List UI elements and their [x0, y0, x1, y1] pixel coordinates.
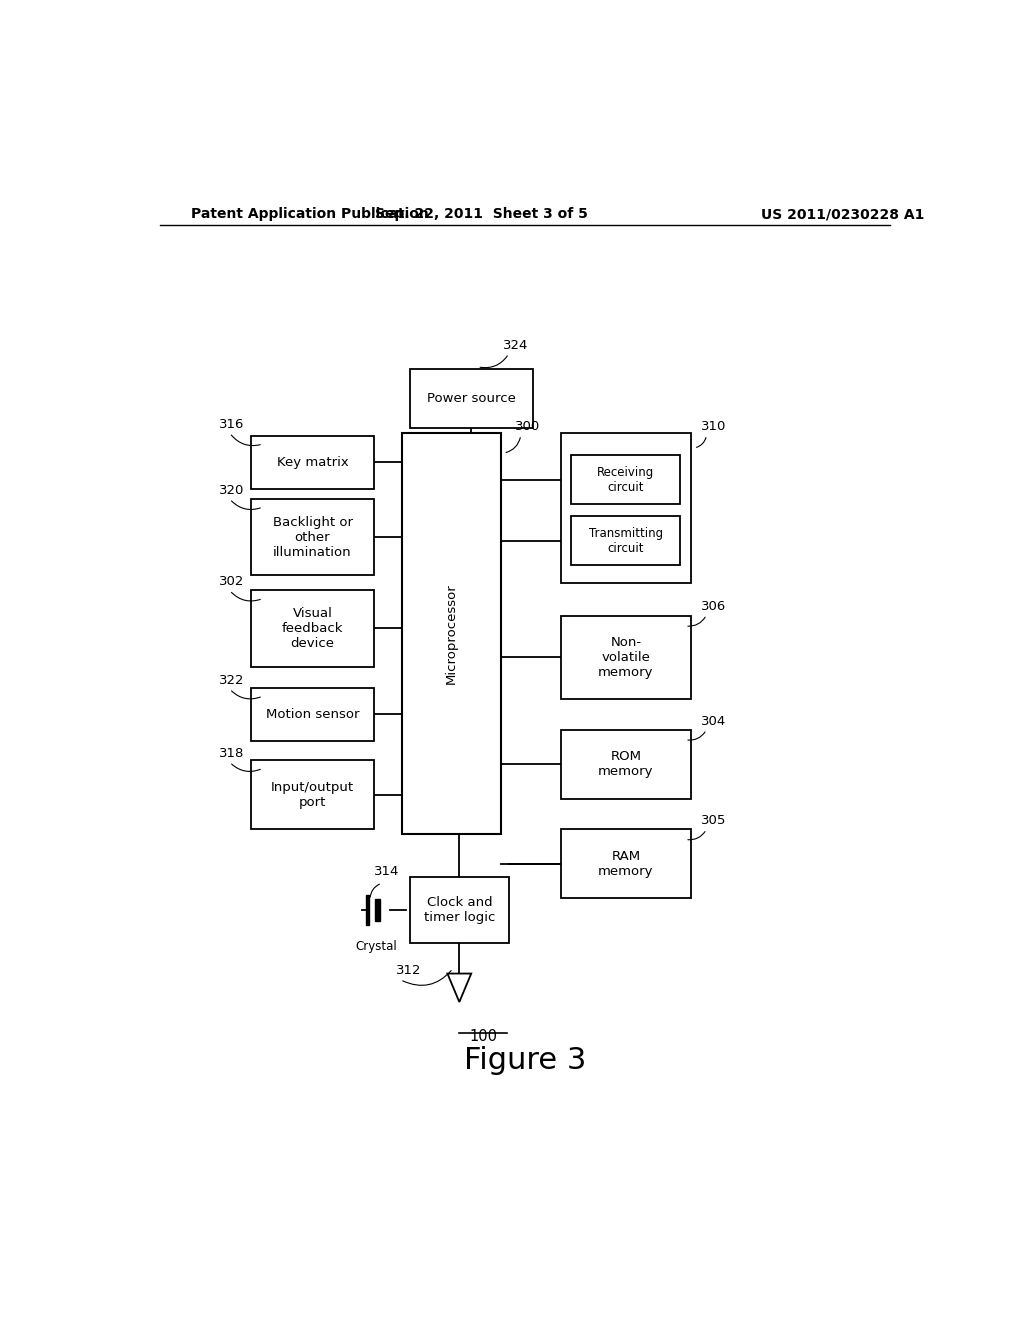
Text: Input/output
port: Input/output port	[271, 780, 354, 809]
Text: Motion sensor: Motion sensor	[266, 708, 359, 721]
Text: Clock and
timer logic: Clock and timer logic	[424, 896, 495, 924]
Text: 324: 324	[504, 338, 528, 351]
Bar	[367, 895, 370, 925]
Bar	[251, 688, 374, 741]
Text: Visual
feedback
device: Visual feedback device	[282, 607, 343, 649]
Text: 306: 306	[701, 599, 726, 612]
Text: ROM
memory: ROM memory	[598, 750, 653, 779]
Text: 314: 314	[374, 865, 399, 878]
Text: US 2011/0230228 A1: US 2011/0230228 A1	[761, 207, 924, 222]
Bar	[560, 615, 691, 700]
Bar	[560, 730, 691, 799]
Text: Power source: Power source	[427, 392, 516, 405]
Text: 318: 318	[219, 747, 245, 760]
Text: 302: 302	[219, 576, 245, 589]
Text: Figure 3: Figure 3	[464, 1047, 586, 1076]
Text: Microprocessor: Microprocessor	[444, 583, 458, 684]
Bar	[401, 433, 501, 834]
Text: RAM
memory: RAM memory	[598, 850, 653, 878]
Bar	[251, 499, 374, 576]
Bar	[410, 368, 532, 428]
Text: Crystal: Crystal	[355, 940, 397, 953]
Bar	[410, 876, 509, 942]
Bar	[560, 829, 691, 899]
Text: Non-
volatile
memory: Non- volatile memory	[598, 636, 653, 678]
Text: Key matrix: Key matrix	[276, 455, 348, 469]
Text: Patent Application Publication: Patent Application Publication	[191, 207, 429, 222]
Bar	[570, 455, 680, 504]
Text: Transmitting
circuit: Transmitting circuit	[589, 527, 663, 554]
Text: Receiving
circuit: Receiving circuit	[597, 466, 654, 494]
Text: Sep. 22, 2011  Sheet 3 of 5: Sep. 22, 2011 Sheet 3 of 5	[375, 207, 588, 222]
Text: 320: 320	[219, 484, 245, 496]
Text: 300: 300	[515, 420, 541, 433]
Bar	[375, 899, 380, 921]
Bar	[251, 436, 374, 488]
Text: 100: 100	[469, 1030, 497, 1044]
Text: Backlight or
other
illumination: Backlight or other illumination	[272, 516, 352, 558]
Text: 322: 322	[219, 675, 245, 686]
Text: 312: 312	[396, 964, 422, 977]
Bar	[251, 590, 374, 667]
Polygon shape	[447, 974, 471, 1002]
Text: 305: 305	[701, 814, 726, 828]
Bar	[251, 760, 374, 829]
Text: 310: 310	[701, 420, 726, 433]
Text: 304: 304	[701, 714, 726, 727]
Bar	[560, 433, 691, 583]
Text: 316: 316	[219, 418, 245, 430]
Bar	[570, 516, 680, 565]
